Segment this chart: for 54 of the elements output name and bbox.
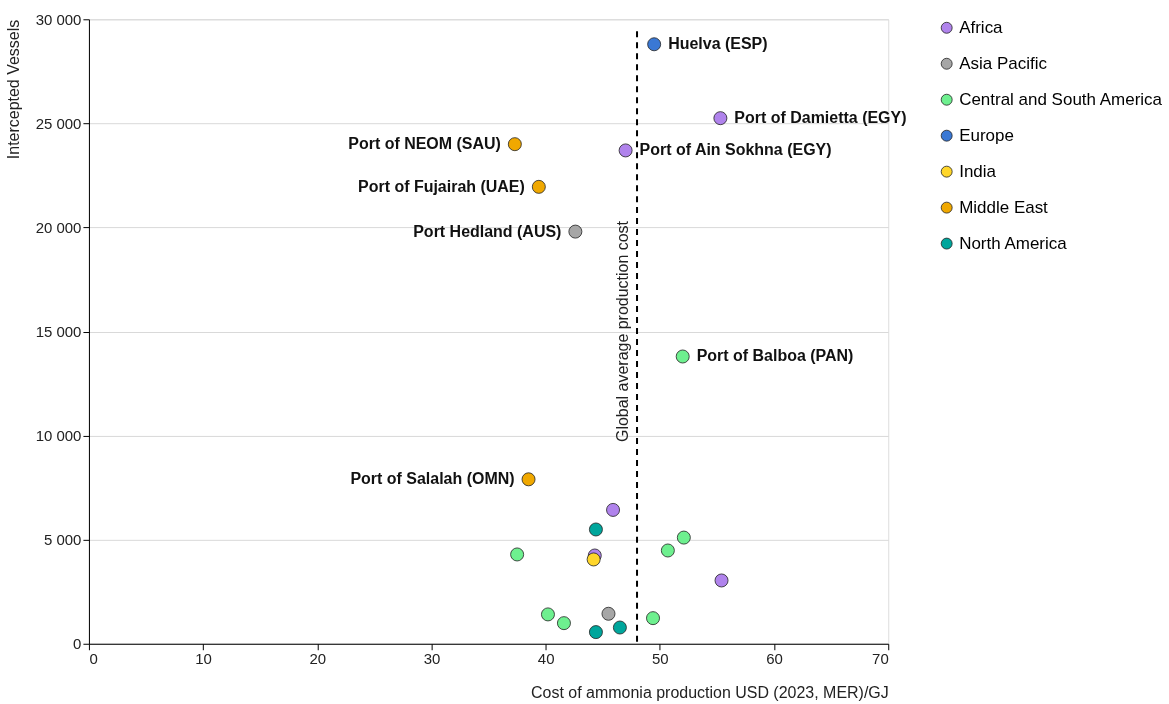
point [618, 143, 633, 158]
y-tick-label: 25 000 [35, 114, 82, 132]
x-tick-label: 40 [537, 650, 555, 668]
x-tick-label: 0 [89, 650, 98, 668]
point [713, 111, 728, 126]
point [646, 611, 660, 626]
point [510, 547, 525, 562]
ref-line-label: Global average production cost [614, 220, 632, 443]
point [606, 503, 620, 517]
annotation: Port of Damietta (EGY) [734, 109, 907, 127]
y-tick-label: 10 000 [35, 427, 82, 445]
annotation: Port of Salalah (OMN) [350, 470, 515, 488]
point [647, 37, 662, 52]
legend-label: Africa [959, 17, 1004, 37]
y-tick-label: 30 000 [35, 10, 82, 28]
annotation: Port of Ain Sokhna (EGY) [639, 141, 832, 159]
point [531, 179, 546, 194]
legend-label: North America [959, 233, 1068, 253]
point [660, 543, 675, 558]
point [568, 224, 583, 239]
point [676, 530, 691, 545]
point [675, 349, 690, 364]
point [601, 606, 616, 621]
legend-label: Europe [959, 125, 1014, 145]
point [714, 573, 729, 588]
y-tick-label: 20 000 [35, 218, 82, 236]
point [541, 607, 555, 622]
y-tick-label: 15 000 [35, 323, 82, 341]
annotation: Port of Fujairah (UAE) [358, 177, 525, 195]
point [589, 625, 603, 639]
y-axis-title: Intercepted Vessels [4, 19, 22, 160]
x-axis-title: Cost of ammonia production USD (2023, MER)/GJ [531, 684, 889, 702]
legend-label: India [959, 161, 997, 181]
point [521, 472, 536, 487]
point [507, 137, 522, 152]
annotation: Port of Balboa (PAN) [696, 347, 854, 365]
x-tick-label: 60 [766, 650, 783, 668]
x-tick-label: 10 [195, 650, 212, 668]
point [557, 616, 571, 631]
point [612, 620, 627, 635]
annotation: Port Hedland (AUS) [413, 222, 562, 240]
point [589, 522, 603, 537]
x-tick-label: 30 [423, 650, 441, 668]
legend-label: Middle East [959, 197, 1049, 217]
y-tick-label: 5 000 [43, 531, 82, 549]
y-tick-label: 0 [73, 635, 82, 653]
legend-label: Asia Pacific [959, 53, 1048, 73]
annotation: Port of NEOM (SAU) [348, 135, 501, 153]
x-tick-label: 70 [872, 650, 889, 668]
point [586, 552, 601, 567]
x-tick-label: 20 [309, 650, 327, 668]
annotation: Huelva (ESP) [668, 35, 768, 53]
x-tick-label: 50 [652, 650, 669, 668]
legend-label: Central and South America [959, 89, 1163, 109]
